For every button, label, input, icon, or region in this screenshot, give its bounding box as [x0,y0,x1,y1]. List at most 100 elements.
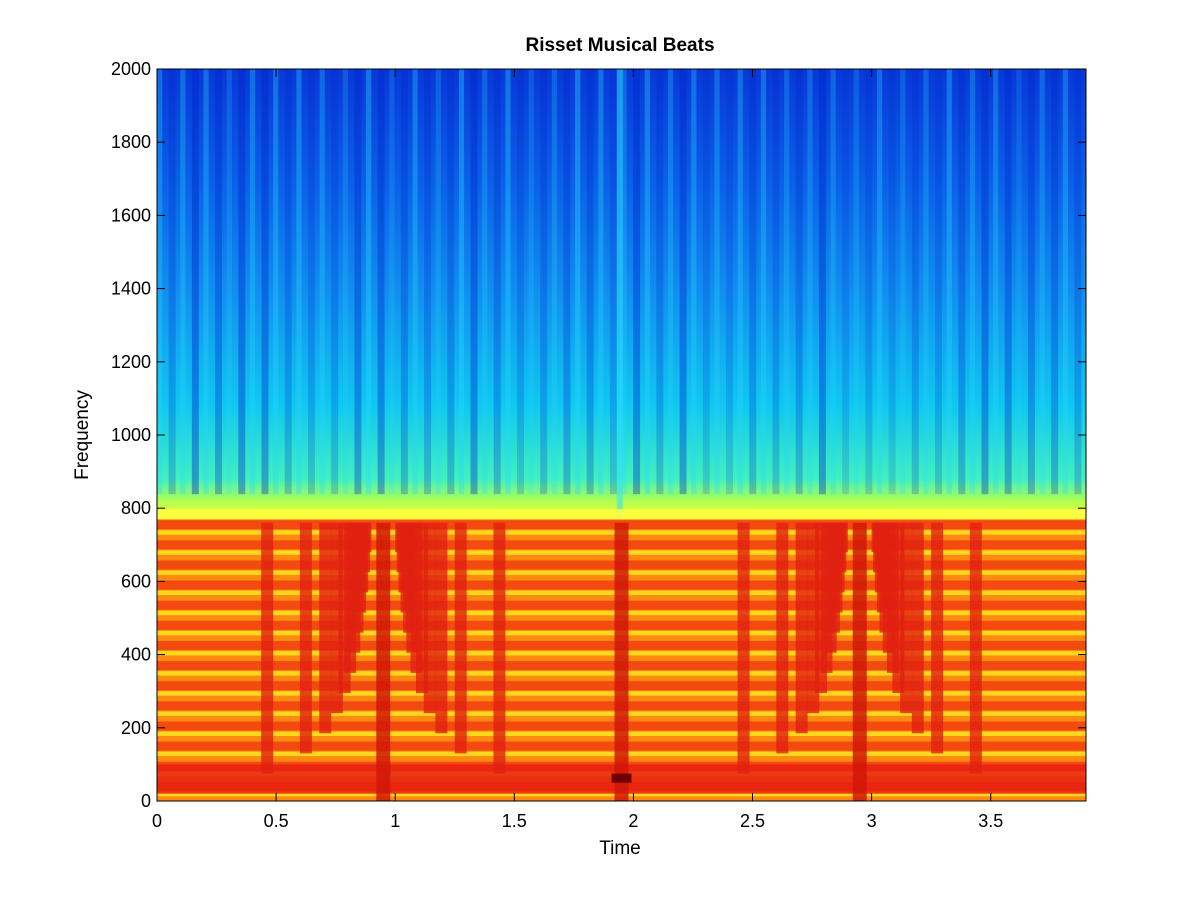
plot-area [157,69,1086,801]
time-stripe [923,69,929,495]
x-tick-label: 2 [628,811,638,831]
time-stripe [516,69,524,495]
time-stripe [400,69,408,495]
y-axis: 0 200 400 600 800 1000 1200 1400 1600 1800 2000 [111,59,1086,811]
time-stripe [1004,69,1012,495]
beat-column [931,522,944,754]
time-stripe [238,69,246,495]
x-tick-label: 3.5 [978,811,1003,831]
time-stripe [505,69,511,495]
time-stripe [679,69,687,495]
time-stripe [168,69,176,495]
time-stripe [540,69,548,495]
time-stripe [981,69,989,495]
time-stripe [482,69,488,495]
beat-column-main [852,522,867,801]
time-stripe [737,69,743,495]
spectrogram-time-stripes [157,69,1082,520]
beat-column [776,522,789,754]
time-stripe [307,69,315,495]
time-stripe [830,69,836,495]
time-stripe [273,69,279,495]
time-stripe [656,69,664,495]
y-tick-label: 1800 [111,132,151,152]
cutoff-band [157,509,1086,520]
y-tick-label: 1400 [111,279,151,299]
time-stripe [609,69,617,495]
y-tick-label: 200 [121,718,151,738]
time-stripe [389,69,395,495]
y-tick-label: 800 [121,498,151,518]
time-stripe-center [616,69,623,520]
time-stripe [1016,69,1022,495]
time-stripe [435,69,441,495]
time-stripe [1062,69,1069,495]
time-stripe [296,69,302,495]
time-stripe [598,69,604,495]
time-stripe [900,69,906,495]
y-axis-label: Frequency [72,390,93,480]
beat-column [737,522,750,774]
time-stripe [888,69,896,495]
time-stripe [993,69,999,495]
beat-column [454,522,467,754]
time-stripe [157,69,163,495]
beat-column [795,522,808,734]
y-tick-label: 400 [121,645,151,665]
time-stripe [667,69,674,495]
time-stripe [702,69,710,495]
time-stripe [911,69,919,495]
y-tick-label: 1200 [111,352,151,372]
beat-column [261,522,274,774]
y-tick-label: 2000 [111,59,151,79]
time-stripe [958,69,966,495]
time-stripe [946,69,952,495]
x-tick-label: 3 [867,811,877,831]
beat-node [611,773,632,783]
x-tick-label: 1.5 [502,811,527,831]
time-stripe [412,69,418,495]
time-stripe [691,69,697,495]
y-tick-label: 1000 [111,425,151,445]
beat-column [969,522,982,774]
time-stripe [633,69,641,495]
time-stripe [366,69,372,495]
beat-column [493,522,506,774]
time-stripe [1039,69,1045,495]
x-tick-label: 0 [152,811,162,831]
y-tick-label: 600 [121,571,151,591]
beat-column-main [614,522,629,801]
spectrogram-beat-pattern [261,522,982,801]
time-stripe [331,69,339,495]
time-stripe [1051,69,1059,495]
time-stripe [772,69,780,495]
time-stripe [470,69,478,495]
time-stripe [226,69,232,495]
time-stripe [551,69,558,495]
beat-column [835,522,848,553]
time-stripe [1074,69,1082,495]
time-stripe [458,69,465,495]
time-stripe [644,69,650,495]
time-stripe [284,69,292,495]
time-stripe [969,69,976,495]
beat-column [299,522,312,754]
time-stripe [203,69,209,495]
time-stripe [575,69,581,495]
time-stripe [714,69,720,495]
time-stripe [342,69,349,495]
time-stripe [528,69,534,495]
y-tick-label: 1600 [111,205,151,225]
time-stripe [424,69,432,495]
time-stripe [795,69,803,495]
x-tick-label: 2.5 [740,811,765,831]
y-tick-label: 0 [141,791,151,811]
time-stripe [807,69,813,495]
time-stripe [876,69,883,495]
beat-column [435,522,448,734]
time-stripe [261,69,269,495]
beat-column [319,522,332,734]
time-stripe [249,69,256,495]
time-stripe [354,69,362,495]
x-axis-label: Time [599,838,641,859]
